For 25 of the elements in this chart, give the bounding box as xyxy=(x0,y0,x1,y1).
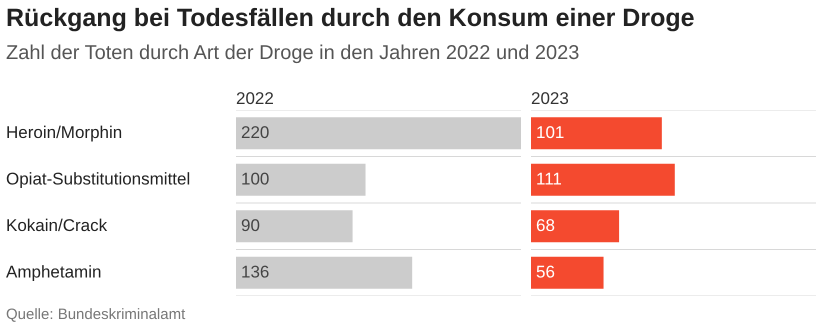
y-tick-label: Opiat-Substitutionsmittel xyxy=(6,169,190,188)
bar xyxy=(236,256,412,289)
data-label: 111 xyxy=(536,169,562,188)
data-label: 56 xyxy=(536,262,555,282)
bar xyxy=(236,164,366,196)
series-label: 2023 xyxy=(531,89,569,109)
data-label: 68 xyxy=(536,216,555,235)
data-label: 100 xyxy=(241,169,270,188)
series-label: 2022 xyxy=(236,89,274,109)
source-note: Quelle: Bundeskriminalamt xyxy=(6,306,186,323)
data-label: 101 xyxy=(536,122,564,142)
bar xyxy=(531,256,604,289)
chart-title: Rückgang bei Todesfällen durch den Konsum einer Droge xyxy=(6,4,695,33)
data-label: 220 xyxy=(241,122,270,142)
bar xyxy=(236,117,521,150)
data-label: 90 xyxy=(241,216,260,235)
chart-subtitle: Zahl der Toten durch Art der Droge in den Jahren 2022 und 2023 xyxy=(6,42,580,65)
bar xyxy=(531,210,620,242)
bar xyxy=(236,210,353,242)
bar xyxy=(531,117,662,150)
y-tick-label: Amphetamin xyxy=(6,262,102,282)
data-label: 136 xyxy=(241,262,270,282)
y-tick-label: Heroin/Morphin xyxy=(6,122,122,142)
y-tick-label: Kokain/Crack xyxy=(6,216,108,235)
bar xyxy=(531,164,675,196)
